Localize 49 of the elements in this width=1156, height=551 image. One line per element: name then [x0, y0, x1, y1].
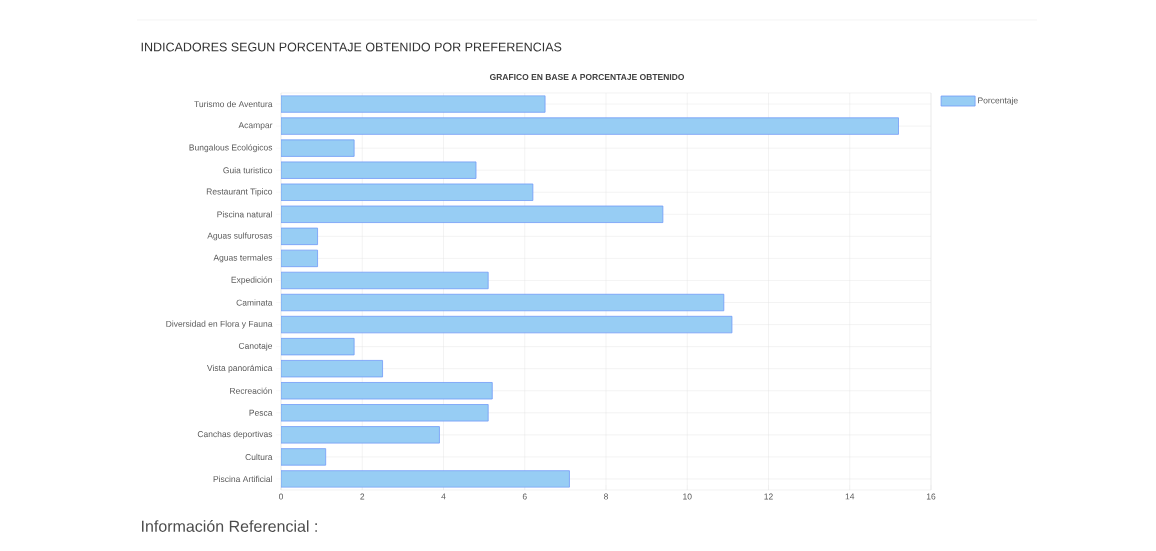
y-tick-label: Turismo de Aventura — [194, 100, 273, 108]
y-tick-label: Aguas termales — [213, 254, 273, 263]
y-tick-label: Diversidad en Flora y Fauna — [166, 320, 273, 329]
bar — [281, 470, 570, 488]
bar — [281, 404, 489, 422]
bar — [281, 293, 725, 312]
x-tick-label: 14 — [845, 493, 855, 500]
y-tick-label: Caminata — [236, 299, 273, 306]
y-tick-label: Vista panorámica — [206, 364, 273, 373]
y-tick-label: Recreación — [230, 387, 272, 394]
bar — [281, 205, 664, 223]
bar — [281, 161, 477, 179]
y-tick-label: Guia turistico — [223, 167, 273, 174]
y-tick-label: Canotaje — [238, 342, 273, 351]
y-tick-label: Acampar — [238, 122, 273, 130]
y-tick-label: Piscina natural — [217, 211, 272, 218]
legend-label: Porcentaje — [978, 97, 1018, 106]
bar — [281, 249, 318, 268]
bar — [281, 448, 327, 466]
x-tick-label: 10 — [683, 493, 692, 500]
text: Información Referencial : — [142, 520, 317, 532]
y-tick-label: Canchas deportivas — [197, 430, 273, 439]
bar — [281, 227, 318, 246]
bar — [281, 117, 899, 135]
bar — [281, 315, 733, 334]
x-tick-label: 8 — [604, 493, 608, 500]
bar — [281, 139, 355, 157]
bar — [281, 337, 355, 356]
bar — [281, 95, 546, 113]
y-tick-label: Cultura — [245, 453, 273, 461]
y-tick-label: Pesca — [249, 409, 273, 416]
bar — [281, 271, 489, 290]
x-tick-label: 2 — [360, 493, 365, 500]
bar — [281, 382, 493, 400]
bar — [281, 426, 440, 444]
x-tick-label: 12 — [764, 493, 773, 500]
x-tick-label: 0 — [278, 493, 284, 500]
x-tick-label: 6 — [522, 493, 527, 500]
chart-subtitle: GRAFICO EN BASE A PORCENTAJE OBTENIDO — [489, 73, 685, 80]
y-tick-label: Bungalous Ecológicos — [189, 144, 273, 153]
x-tick-label: 4 — [441, 493, 446, 500]
y-tick-label: Restaurant Tipico — [206, 188, 273, 197]
y-tick-label: Piscina Artificial — [213, 475, 272, 483]
bar — [281, 360, 383, 378]
x-tick-label: 16 — [926, 493, 936, 500]
bar — [281, 183, 534, 201]
y-tick-label: Aguas sulfurosas — [207, 232, 273, 241]
y-tick-label: Expedición — [231, 276, 272, 285]
chart-title: INDICADORES SEGUN PORCENTAJE OBTENIDO POR PREFERENCIAS — [141, 42, 562, 52]
